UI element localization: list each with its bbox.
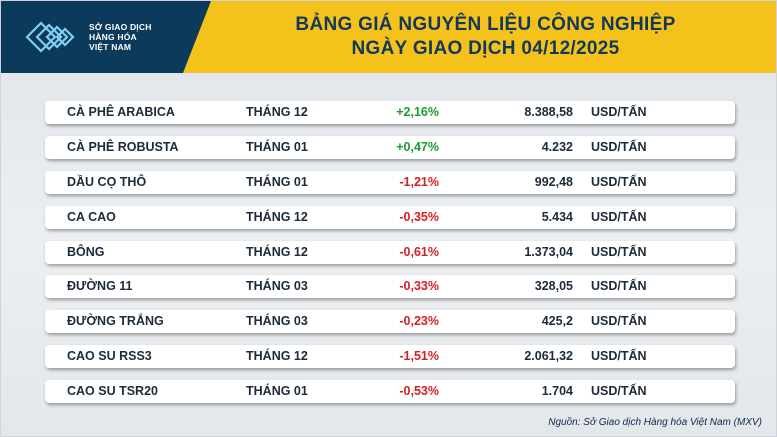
- price-value: 992,48: [534, 174, 573, 189]
- price-unit: USD/TẤN: [591, 244, 647, 259]
- price-unit: USD/TẤN: [591, 105, 647, 119]
- logo-line-1: SỞ GIAO DỊCH: [89, 22, 152, 32]
- mxv-logo: SỞ GIAO DỊCH HÀNG HÓA VIỆT NAM: [1, 1, 191, 73]
- table-row: CÀ PHÊ ARABICA THÁNG 12 +2,16% 8.388,58 USD/…: [45, 101, 735, 124]
- price-value: 2.061,32: [524, 349, 573, 364]
- price-value: 425,2: [541, 314, 573, 329]
- table-row: CAO SU RSS3 THÁNG 12 -1,51% 2.061,32 USD/TẤN: [45, 345, 735, 369]
- contract-month: THÁNG 12: [246, 349, 308, 364]
- commodity-name: CAO SU RSS3: [67, 349, 152, 364]
- price-value: 1.704: [541, 384, 573, 399]
- logo-text: SỞ GIAO DỊCH HÀNG HÓA VIỆT NAM: [89, 22, 152, 52]
- price-value: 328,05: [534, 279, 573, 294]
- price-unit: USD/TẤN: [591, 139, 647, 154]
- price-value: 8.388,58: [524, 105, 573, 119]
- contract-month: THÁNG 01: [246, 384, 308, 399]
- commodity-name: CÀ PHÊ ROBUSTA: [67, 139, 179, 154]
- table-row: CAO SU TSR20 THÁNG 01 -0,53% 1.704 USD/TẤN: [45, 380, 735, 404]
- page-subtitle: NGÀY GIAO DỊCH 04/12/2025: [351, 38, 620, 59]
- table-row: CÀ PHÊ ROBUSTA THÁNG 01 +0,47% 4.232 USD/TẤN: [45, 135, 735, 159]
- title-banner: BẢNG GIÁ NGUYÊN LIỆU CÔNG NGHIỆP NGÀY GI…: [183, 1, 776, 73]
- commodity-name: CAO SU TSR20: [67, 384, 158, 399]
- price-unit: USD/TẤN: [591, 279, 647, 294]
- table-row: ĐƯỜNG 11 THÁNG 03 -0,33% 328,05 USD/TẤN: [45, 275, 735, 299]
- price-unit: USD/TẤN: [591, 349, 647, 364]
- page-title: BẢNG GIÁ NGUYÊN LIỆU CÔNG NGHIỆP: [295, 14, 676, 35]
- price-value: 4.232: [541, 139, 573, 154]
- price-change: -1,51%: [399, 349, 439, 364]
- table-row: DẦU CỌ THÔ THÁNG 01 -1,21% 992,48 USD/TẤN: [45, 170, 735, 194]
- contract-month: THÁNG 03: [246, 279, 308, 294]
- price-change: +2,16%: [396, 105, 439, 119]
- contract-month: THÁNG 01: [246, 174, 308, 189]
- contract-month: THÁNG 12: [246, 244, 308, 259]
- price-unit: USD/TẤN: [591, 314, 647, 329]
- commodity-name: ĐƯỜNG 11: [67, 279, 133, 294]
- commodity-name: BÔNG: [67, 244, 105, 259]
- price-change: +0,47%: [396, 139, 439, 154]
- price-unit: USD/TẤN: [591, 384, 647, 399]
- contract-month: THÁNG 12: [246, 105, 308, 119]
- commodity-name: ĐƯỜNG TRẮNG: [67, 314, 164, 329]
- contract-month: THÁNG 12: [246, 209, 308, 224]
- price-table: CÀ PHÊ ARABICA THÁNG 12 +2,16% 8.388,58 USD/…: [45, 101, 735, 415]
- contract-month: THÁNG 01: [246, 139, 308, 154]
- price-value: 1.373,04: [524, 244, 573, 259]
- commodity-name: CA CAO: [67, 209, 116, 224]
- table-row: ĐƯỜNG TRẮNG THÁNG 03 -0,23% 425,2 USD/TẤN: [45, 310, 735, 334]
- price-unit: USD/TẤN: [591, 209, 647, 224]
- table-row: CA CAO THÁNG 12 -0,35% 5.434 USD/TẤN: [45, 205, 735, 229]
- price-change: -0,61%: [399, 244, 439, 259]
- mxv-logo-icon: [25, 21, 75, 53]
- price-change: -0,33%: [399, 279, 439, 294]
- source-note: Nguồn: Sở Giao dịch Hàng hóa Việt Nam (M…: [548, 417, 762, 428]
- price-change: -0,53%: [399, 384, 439, 399]
- logo-line-2: HÀNG HÓA: [89, 32, 137, 42]
- commodity-name: CÀ PHÊ ARABICA: [67, 105, 175, 119]
- price-value: 5.434: [541, 209, 573, 224]
- table-row: BÔNG THÁNG 12 -0,61% 1.373,04 USD/TẤN: [45, 240, 735, 264]
- commodity-name: DẦU CỌ THÔ: [67, 174, 147, 189]
- contract-month: THÁNG 03: [246, 314, 308, 329]
- price-change: -0,23%: [399, 314, 439, 329]
- price-change: -1,21%: [399, 174, 439, 189]
- logo-line-3: VIỆT NAM: [89, 42, 132, 52]
- price-unit: USD/TẤN: [591, 174, 647, 189]
- price-change: -0,35%: [399, 209, 439, 224]
